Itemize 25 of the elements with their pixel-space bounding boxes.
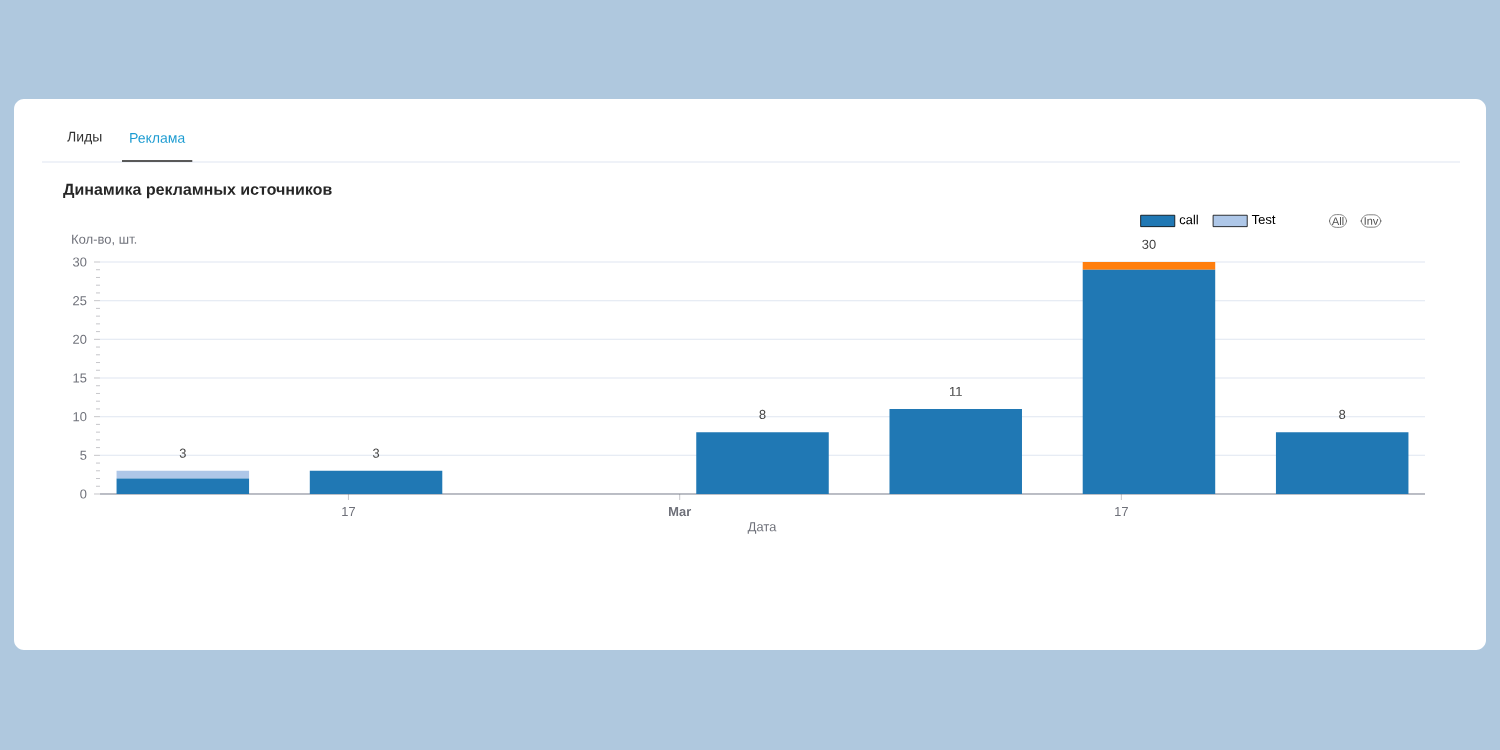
legend-label: call [1179,214,1198,225]
x-tick-label: 17 [1115,507,1128,517]
chart-title: Динамика рекламных источников [63,183,332,199]
y-axis-title: Кол-во, шт. [72,234,137,246]
total-label: 8 [759,409,766,420]
text: All [1331,217,1344,225]
x-tick-label: 17 [342,507,355,517]
y-tick-label: 30 [72,257,87,267]
text: Лиды [67,131,102,145]
total-label: 8 [1339,409,1346,420]
text: Реклама [130,133,186,143]
total-label: 3 [372,448,380,458]
text: Inv [1364,217,1379,225]
legend-label: Test [1251,214,1276,225]
y-tick-label: 0 [80,489,87,499]
y-tick-label: 20 [73,334,87,344]
y-tick-label: 10 [73,412,87,422]
total-label: 30 [1142,239,1156,249]
y-tick-label: 25 [73,296,87,306]
x-axis-title: Дата [747,522,777,534]
total-label: 3 [179,448,186,458]
total-label: 11 [949,386,962,396]
y-tick-label: 15 [73,373,87,383]
y-tick-label: 5 [80,450,87,460]
x-tick-label: Mar [669,507,692,517]
